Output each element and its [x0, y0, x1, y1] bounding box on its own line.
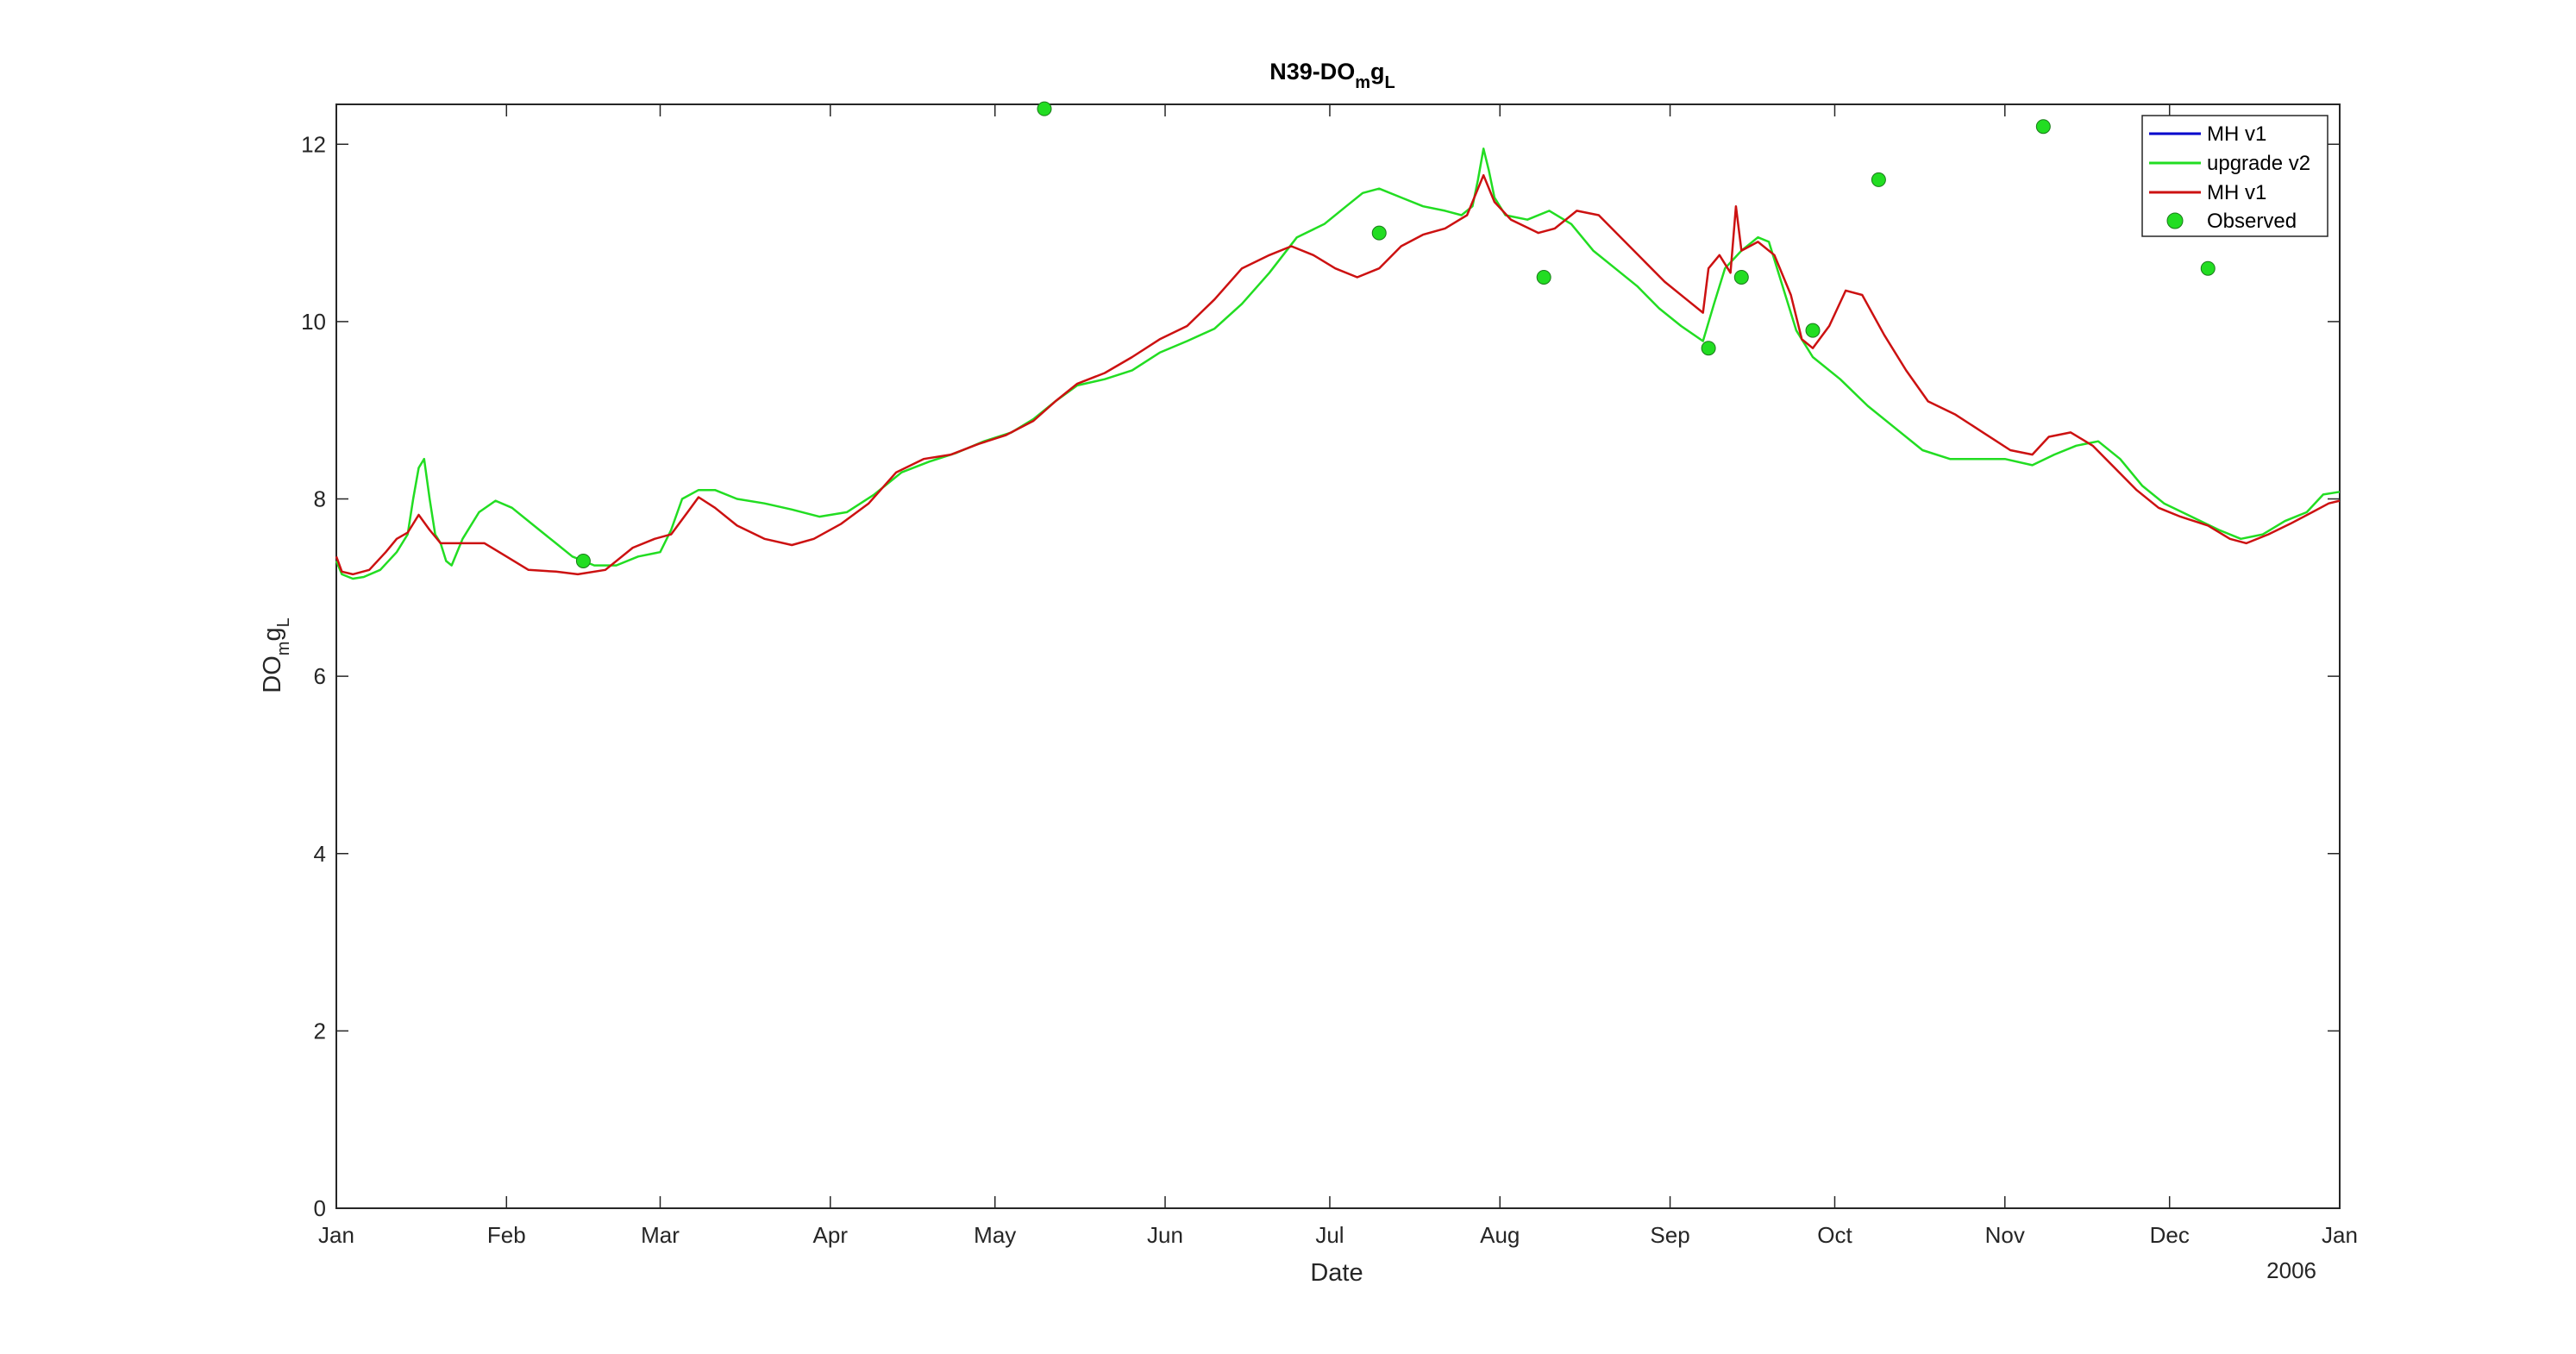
x-tick-label: Mar [641, 1222, 680, 1248]
legend-label-observed: Observed [2207, 210, 2297, 233]
x-tick-label: Sep [1650, 1222, 1689, 1248]
series-lines [335, 147, 2341, 580]
observed-point [1805, 323, 1821, 338]
x-tick-label: Oct [1817, 1222, 1852, 1248]
observed-point [1536, 269, 1551, 285]
x-tick-label: Aug [1480, 1222, 1520, 1248]
y-axis-ticks: 0 2 4 6 8 10 12 [301, 131, 2340, 1221]
legend-label-upgrade-v2: upgrade v2 [2207, 152, 2310, 175]
observed-points [575, 101, 2216, 568]
y-tick-label: 10 [301, 309, 326, 335]
plot-area [335, 103, 2341, 1209]
x-tick-label: Feb [487, 1222, 526, 1248]
observed-point [575, 553, 591, 568]
y-axis-label: DOmgL [259, 617, 293, 693]
series-line-2 [335, 173, 2341, 576]
x-tick-label: Apr [813, 1222, 849, 1248]
y-tick-label: 4 [314, 841, 326, 867]
x-tick-label: Jun [1147, 1222, 1183, 1248]
observed-point [2200, 260, 2216, 276]
x-tick-label: Jul [1315, 1222, 1344, 1248]
legend: MH v1 upgrade v2 MH v1 Observed [2141, 115, 2328, 237]
x-axis-ticks: Jan Feb Mar Apr May Jun Jul Aug Sep Oct Nov Dec Jan [318, 104, 2358, 1248]
series-line-1 [335, 147, 2341, 580]
observed-point [1371, 225, 1387, 241]
observed-point [1037, 101, 1052, 116]
y-tick-label: 12 [301, 131, 326, 157]
x-tick-label: Jan [318, 1222, 354, 1248]
x-tick-label: Jan [2322, 1222, 2358, 1248]
chart-title: N39-DOmgL [1269, 59, 1395, 92]
y-tick-label: 0 [314, 1195, 326, 1221]
observed-point [2035, 119, 2051, 135]
observed-point [1701, 341, 1716, 356]
x-tick-label: Nov [1985, 1222, 2025, 1248]
x-tick-label: May [974, 1222, 1016, 1248]
y-tick-label: 6 [314, 663, 326, 689]
observed-point [1733, 269, 1749, 285]
observed-point [1871, 172, 1886, 187]
legend-label-mh-v1-red: MH v1 [2207, 181, 2266, 204]
y-tick-label: 8 [314, 486, 326, 512]
year-label: 2006 [2266, 1257, 2316, 1283]
x-tick-label: Dec [2150, 1222, 2190, 1248]
legend-label-mh-v1-blue: MH v1 [2207, 122, 2266, 146]
y-tick-label: 2 [314, 1018, 326, 1044]
x-axis-label: Date [1310, 1259, 1363, 1287]
legend-swatch-observed [2166, 212, 2184, 229]
